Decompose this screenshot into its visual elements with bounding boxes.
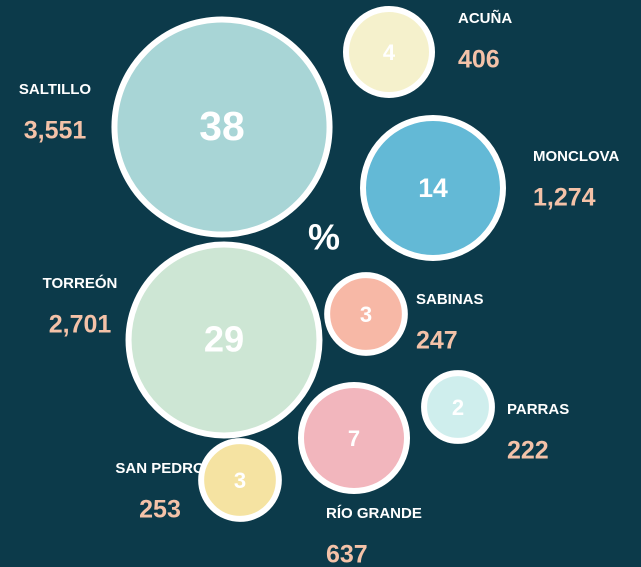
bubble (324, 272, 408, 356)
bubble-value: 29 (204, 319, 244, 360)
count-label: 406 (458, 46, 500, 74)
bubble (343, 6, 435, 98)
bubble (111, 16, 333, 238)
count-label: 247 (416, 327, 458, 355)
bubble-value: 7 (348, 426, 360, 451)
category-label: MONCLOVA (533, 148, 620, 165)
category-label: PARRAS (507, 401, 569, 418)
bubble (360, 115, 506, 261)
bubble-value: 38 (199, 103, 244, 149)
bubble (421, 370, 495, 444)
bubble (125, 241, 323, 439)
category-label: ACUÑA (458, 9, 512, 27)
unit-label: % (308, 217, 340, 258)
bubble (198, 438, 282, 522)
bubble-value: 3 (234, 468, 246, 493)
bubble-value: 2 (452, 395, 464, 420)
category-label: TORREÓN (43, 274, 118, 292)
count-label: 1,274 (533, 184, 596, 212)
bubble (297, 381, 411, 495)
count-label: 2,701 (49, 311, 112, 339)
bubble-value: 4 (383, 40, 396, 65)
category-label: RÍO GRANDE (326, 505, 422, 522)
category-label: SALTILLO (19, 81, 92, 98)
category-label: SAN PEDRO (115, 460, 205, 477)
category-label: SABINAS (416, 291, 484, 308)
count-label: 3,551 (24, 117, 87, 145)
count-label: 222 (507, 437, 549, 465)
bubble-value: 14 (418, 173, 448, 203)
bubble-value: 3 (360, 302, 372, 327)
count-label: 253 (139, 496, 181, 524)
count-label: 637 (326, 541, 368, 567)
